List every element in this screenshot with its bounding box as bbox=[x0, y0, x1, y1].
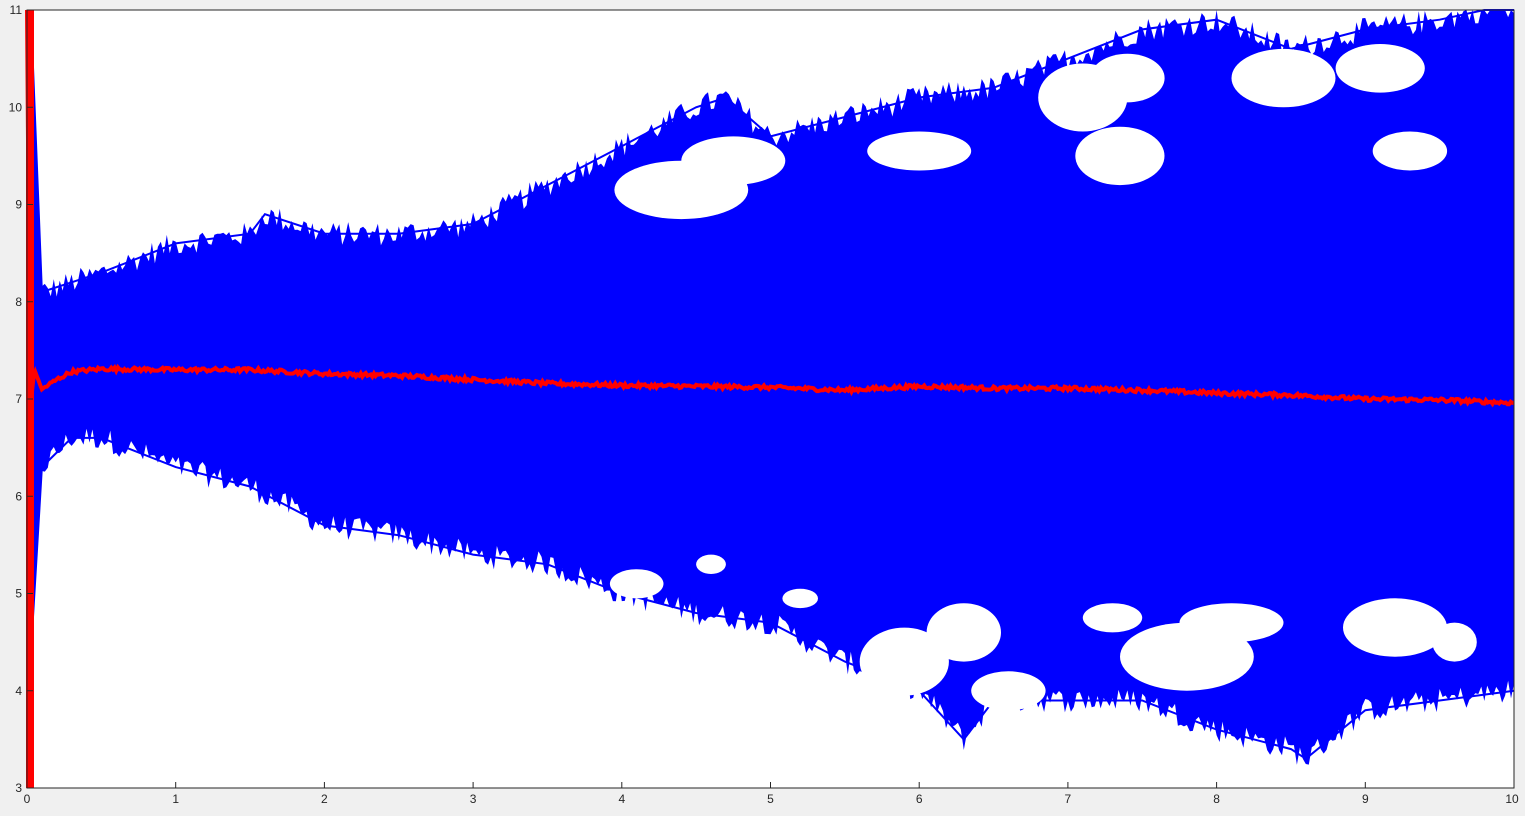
path-gap bbox=[1090, 53, 1165, 103]
path-gap bbox=[1231, 48, 1336, 108]
path-gap bbox=[696, 554, 726, 574]
y-tick-label: 4 bbox=[15, 684, 22, 698]
y-tick-label: 7 bbox=[15, 392, 22, 406]
y-tick-label: 8 bbox=[15, 295, 22, 309]
paths-band bbox=[27, 10, 1514, 788]
x-tick-label: 3 bbox=[470, 792, 477, 806]
y-tick-label: 3 bbox=[15, 781, 22, 795]
x-tick-label: 2 bbox=[321, 792, 328, 806]
x-tick-label: 4 bbox=[618, 792, 625, 806]
path-gap bbox=[782, 588, 818, 609]
axes-layer: 0 1 2 3 4 5 6 7 8 9 10 3 4 5 6 7 8 9 10 11 bbox=[9, 3, 1519, 806]
x-tick-label: 1 bbox=[172, 792, 179, 806]
x-tick-label: 6 bbox=[916, 792, 923, 806]
path-gap bbox=[1075, 126, 1165, 186]
x-tick-label: 0 bbox=[24, 792, 31, 806]
path-gap bbox=[971, 671, 1046, 711]
y-tick-label: 9 bbox=[15, 198, 22, 212]
mean-line bbox=[25, 9, 1515, 408]
y-tick-label: 11 bbox=[10, 3, 23, 17]
y-tick-label: 6 bbox=[15, 489, 22, 503]
path-gap bbox=[867, 131, 972, 171]
paths-layer bbox=[26, 9, 1515, 789]
path-gap bbox=[1179, 603, 1284, 643]
path-gap bbox=[609, 569, 664, 599]
y-tick-label: 10 bbox=[9, 100, 23, 114]
path-gap bbox=[1343, 598, 1447, 657]
x-tick-label: 5 bbox=[767, 792, 774, 806]
paths-upper-envelope-line bbox=[26, 9, 1514, 294]
path-gap bbox=[681, 136, 786, 185]
path-gap bbox=[926, 603, 1001, 662]
path-gap bbox=[1082, 603, 1143, 633]
path-gap bbox=[1335, 44, 1425, 93]
x-tick-label: 9 bbox=[1362, 792, 1369, 806]
path-gap bbox=[1372, 131, 1448, 171]
paths-lower-envelope-line bbox=[26, 436, 1515, 789]
x-tick-label: 10 bbox=[1505, 792, 1519, 806]
y-tick-label: 5 bbox=[15, 587, 22, 601]
path-gap bbox=[1432, 622, 1477, 662]
x-tick-label: 8 bbox=[1213, 792, 1220, 806]
x-tick-label: 7 bbox=[1065, 792, 1072, 806]
path-gap bbox=[859, 627, 949, 696]
